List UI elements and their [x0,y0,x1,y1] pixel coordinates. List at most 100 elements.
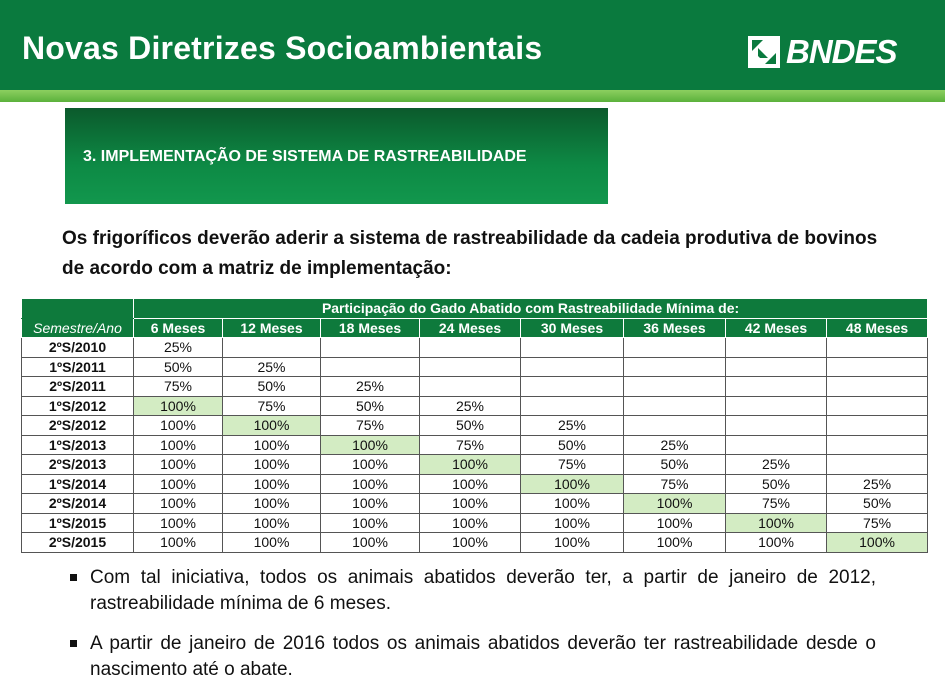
table-cell [825,376,929,397]
row-label: 2ºS/2012 [21,415,134,436]
table-cell: 100% [222,532,321,553]
table-cell: 100% [133,532,223,553]
table-cell: 50% [725,473,827,494]
table-cell: 25% [222,356,321,377]
table-row: 1ºS/2013 100% 100% 100% 75% 50% 25% [21,434,929,455]
table-cell [222,337,321,358]
table-cell: 100% [623,532,726,553]
section-title: 3. IMPLEMENTAÇÃO DE SISTEMA DE RASTREABI… [83,148,527,165]
table-cell: 100% [825,532,929,553]
row-label: 1ºS/2011 [21,356,134,377]
table-cell [725,395,827,416]
table-cell [825,454,929,475]
table-cell: 100% [623,493,726,514]
bullet-list: Com tal iniciativa, todos os animais aba… [68,565,876,683]
table-cell: 100% [520,532,624,553]
table-cell [825,337,929,358]
table-cell [520,395,624,416]
bndes-logo: BNDES [748,33,898,70]
table-cell: 100% [623,512,726,533]
table-cell: 100% [419,512,521,533]
header-bar: Novas Diretrizes Socioambientais BNDES [0,0,945,90]
table-cell: 100% [222,454,321,475]
table-cell [623,395,726,416]
table-cell: 100% [320,512,420,533]
table-cell: 100% [725,532,827,553]
table-cell: 100% [133,395,223,416]
table-cell [320,337,420,358]
table-row: 2ºS/2013 100% 100% 100% 100% 75% 50% 25% [21,454,929,475]
bullet-item: Com tal iniciativa, todos os animais aba… [68,565,876,617]
table-cell: 75% [623,473,726,494]
table-cell: 25% [320,376,420,397]
column-header: 6 Meses [133,317,223,338]
table-cell [825,395,929,416]
table-cell [520,356,624,377]
table-cell: 25% [520,415,624,436]
table-cell [623,356,726,377]
intro-text: Os frigoríficos deverão aderir a sistema… [62,228,878,279]
table-cell: 75% [133,376,223,397]
table-cell [623,376,726,397]
table-cell: 100% [320,454,420,475]
row-label: 2ºS/2015 [21,532,134,553]
table-cell: 100% [222,415,321,436]
table-cell: 100% [133,512,223,533]
table-cell [623,415,726,436]
table-cell [825,434,929,455]
table-cell [825,356,929,377]
table-cell: 100% [725,512,827,533]
corner-cell [21,298,134,319]
column-header: 24 Meses [419,317,521,338]
table-cell: 25% [419,395,521,416]
table-cell: 100% [320,493,420,514]
table-cell: 50% [825,493,929,514]
table-cell: 100% [320,473,420,494]
table-row: 1ºS/2015 100% 100% 100% 100% 100% 100% 100% 75% [21,512,929,533]
table-cell: 100% [222,473,321,494]
table-row: 1ºS/2011 50% 25% [21,356,929,377]
page-title: Novas Diretrizes Socioambientais [22,30,543,66]
table-cell: 100% [520,512,624,533]
table-cell: 25% [725,454,827,475]
column-header: 36 Meses [623,317,726,338]
table-row: 2ºS/2014 100% 100% 100% 100% 100% 100% 75% 50% [21,493,929,514]
bndes-logo-icon [748,36,780,68]
row-label: 1ºS/2014 [21,473,134,494]
table-row: 2ºS/2012 100% 100% 75% 50% 25% [21,415,929,436]
table-cell [520,337,624,358]
table-cell [725,434,827,455]
table-cell: 50% [133,356,223,377]
table-cell [419,376,521,397]
table-cell [320,356,420,377]
table-cell [419,337,521,358]
table-cell: 25% [623,434,726,455]
row-header: Semestre/Ano [21,317,134,338]
column-header: 30 Meses [520,317,624,338]
row-label: 1ºS/2012 [21,395,134,416]
table-cell [623,337,726,358]
row-label: 2ºS/2014 [21,493,134,514]
table-row: 2ºS/2011 75% 50% 25% [21,376,929,397]
table-cell: 75% [222,395,321,416]
table-cell: 100% [419,493,521,514]
table-cell: 25% [133,337,223,358]
row-label: 1ºS/2013 [21,434,134,455]
table-cell: 100% [222,434,321,455]
implementation-matrix: Participação do Gado Abatido com Rastrea… [21,298,929,553]
bullet-item: A partir de janeiro de 2016 todos os ani… [68,631,876,683]
table-cell: 100% [133,415,223,436]
table-cell [725,337,827,358]
table-cell: 100% [419,454,521,475]
table-cell [725,415,827,436]
logo-text: BNDES [786,33,898,70]
table-cell: 50% [419,415,521,436]
table-cell: 75% [825,512,929,533]
row-label: 2ºS/2010 [21,337,134,358]
table-cell: 100% [520,493,624,514]
section-banner: 3. IMPLEMENTAÇÃO DE SISTEMA DE RASTREABI… [65,108,608,204]
table-cell: 100% [133,493,223,514]
table-cell: 50% [320,395,420,416]
table-cell: 25% [825,473,929,494]
table-cell: 50% [623,454,726,475]
